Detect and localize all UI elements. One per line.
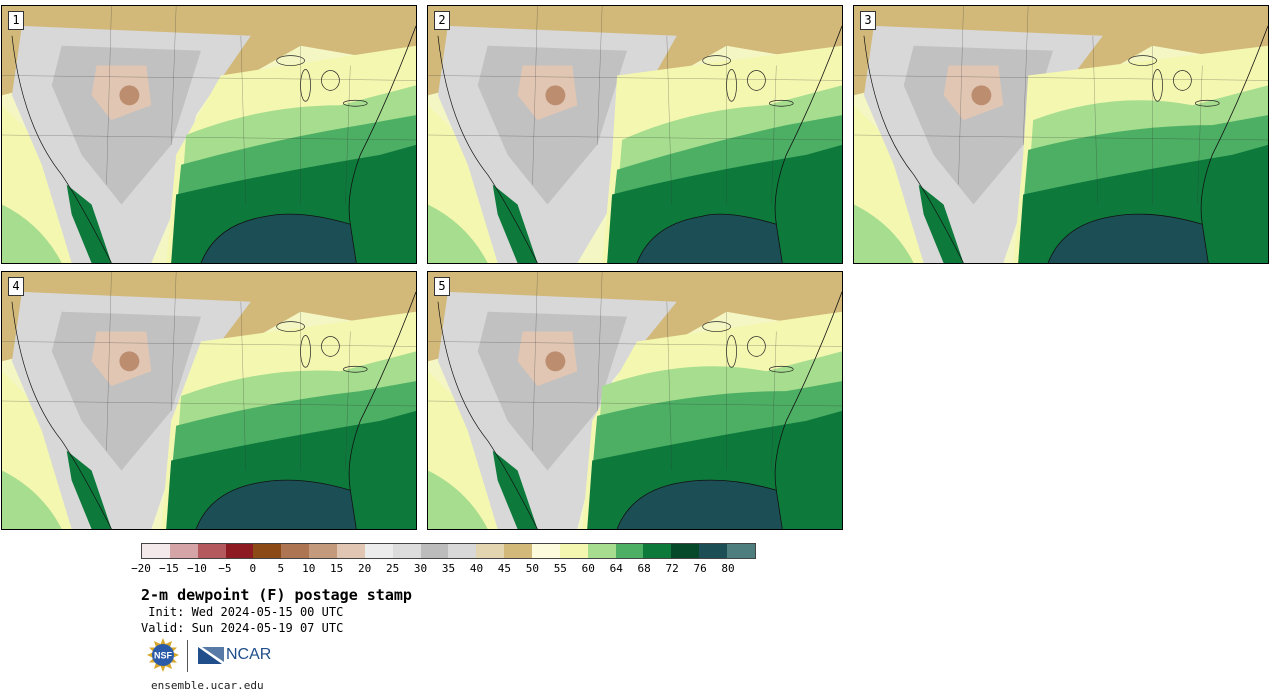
colorbar-segment bbox=[504, 544, 533, 558]
ensemble-member-panel-5: 5 bbox=[427, 271, 843, 530]
colorbar-segment bbox=[225, 544, 254, 558]
colorbar-tick-label: 76 bbox=[693, 562, 707, 575]
colorbar-segment bbox=[253, 544, 282, 558]
colorbar-segment bbox=[392, 544, 421, 558]
colorbar-tick-label: 10 bbox=[302, 562, 316, 575]
colorbar-tick-label: −5 bbox=[218, 562, 232, 575]
plot-title: 2-m dewpoint (F) postage stamp bbox=[141, 586, 412, 604]
colorbar-segment bbox=[169, 544, 198, 558]
ncar-logo: NCAR bbox=[198, 644, 271, 666]
valid-time: Valid: Sun 2024-05-19 07 UTC bbox=[141, 621, 344, 635]
colorbar-tick-label: 35 bbox=[441, 562, 456, 575]
colorbar-segment bbox=[671, 544, 700, 558]
colorbar-tick-label: 0 bbox=[249, 562, 257, 575]
panel-number: 4 bbox=[8, 277, 24, 296]
colorbar-tick-label: 20 bbox=[358, 562, 372, 575]
colorbar-segment bbox=[281, 544, 310, 558]
colorbar-tick-label: −20 bbox=[131, 562, 151, 575]
panel-number: 5 bbox=[434, 277, 450, 296]
ensemble-member-panel-3: 3 bbox=[853, 5, 1269, 264]
logo-divider bbox=[187, 640, 188, 672]
colorbar-tick-label: 68 bbox=[637, 562, 651, 575]
colorbar-tick-label: −10 bbox=[186, 562, 207, 575]
init-time: Init: Wed 2024-05-15 00 UTC bbox=[141, 605, 344, 619]
colorbar-tick-label: 80 bbox=[721, 562, 735, 575]
ensemble-member-panel-4: 4 bbox=[1, 271, 417, 530]
dewpoint-map bbox=[428, 272, 842, 529]
dewpoint-map bbox=[854, 6, 1268, 263]
colorbar-tick-label: 64 bbox=[609, 562, 623, 575]
panel-number: 1 bbox=[8, 11, 24, 30]
colorbar-tick-label: 25 bbox=[385, 562, 400, 575]
colorbar-tick-label: 55 bbox=[553, 562, 567, 575]
colorbar-segment bbox=[476, 544, 505, 558]
ensemble-member-panel-1: 1 bbox=[1, 5, 417, 264]
colorbar-segment bbox=[643, 544, 672, 558]
colorbar-tick-label: −15 bbox=[159, 562, 179, 575]
footer-url: ensemble.ucar.edu bbox=[151, 679, 264, 692]
colorbar-tick-label: 50 bbox=[525, 562, 539, 575]
colorbar-segment bbox=[699, 544, 728, 558]
panel-number: 3 bbox=[860, 11, 876, 30]
colorbar-segment bbox=[337, 544, 365, 558]
dewpoint-map bbox=[428, 6, 842, 263]
colorbar-segment bbox=[364, 544, 393, 558]
colorbar-segment bbox=[448, 544, 477, 558]
ensemble-member-panel-2: 2 bbox=[427, 5, 843, 264]
ncar-logo-text: NCAR bbox=[226, 646, 272, 663]
colorbar-segment bbox=[727, 544, 755, 558]
colorbar-tick-labels: −20 −15 −10 −5 0 5 10 15 20 25 30 35 40 45 50 55 60 64 68 7… bbox=[131, 562, 756, 576]
colorbar-segment bbox=[142, 544, 170, 558]
dewpoint-map bbox=[2, 6, 416, 263]
colorbar bbox=[141, 543, 756, 559]
colorbar-tick-label: 60 bbox=[581, 562, 595, 575]
colorbar-segment bbox=[197, 544, 226, 558]
nsf-logo: NSF bbox=[147, 638, 179, 672]
ncar-mark-icon bbox=[198, 647, 224, 664]
colorbar-tick-label: 5 bbox=[277, 562, 285, 575]
colorbar-segment bbox=[559, 544, 588, 558]
nsf-logo-text: NSF bbox=[154, 651, 173, 661]
colorbar-segment bbox=[615, 544, 644, 558]
colorbar-tick-label: 45 bbox=[497, 562, 512, 575]
colorbar-segment bbox=[532, 544, 560, 558]
panel-number: 2 bbox=[434, 11, 450, 30]
colorbar-segment bbox=[587, 544, 616, 558]
colorbar-segment bbox=[420, 544, 449, 558]
colorbar-tick-label: 72 bbox=[665, 562, 679, 575]
colorbar-tick-label: 30 bbox=[413, 562, 428, 575]
colorbar-tick-label: 15 bbox=[330, 562, 344, 575]
dewpoint-map bbox=[2, 272, 416, 529]
colorbar-segment bbox=[309, 544, 338, 558]
colorbar-tick-label: 40 bbox=[469, 562, 484, 575]
